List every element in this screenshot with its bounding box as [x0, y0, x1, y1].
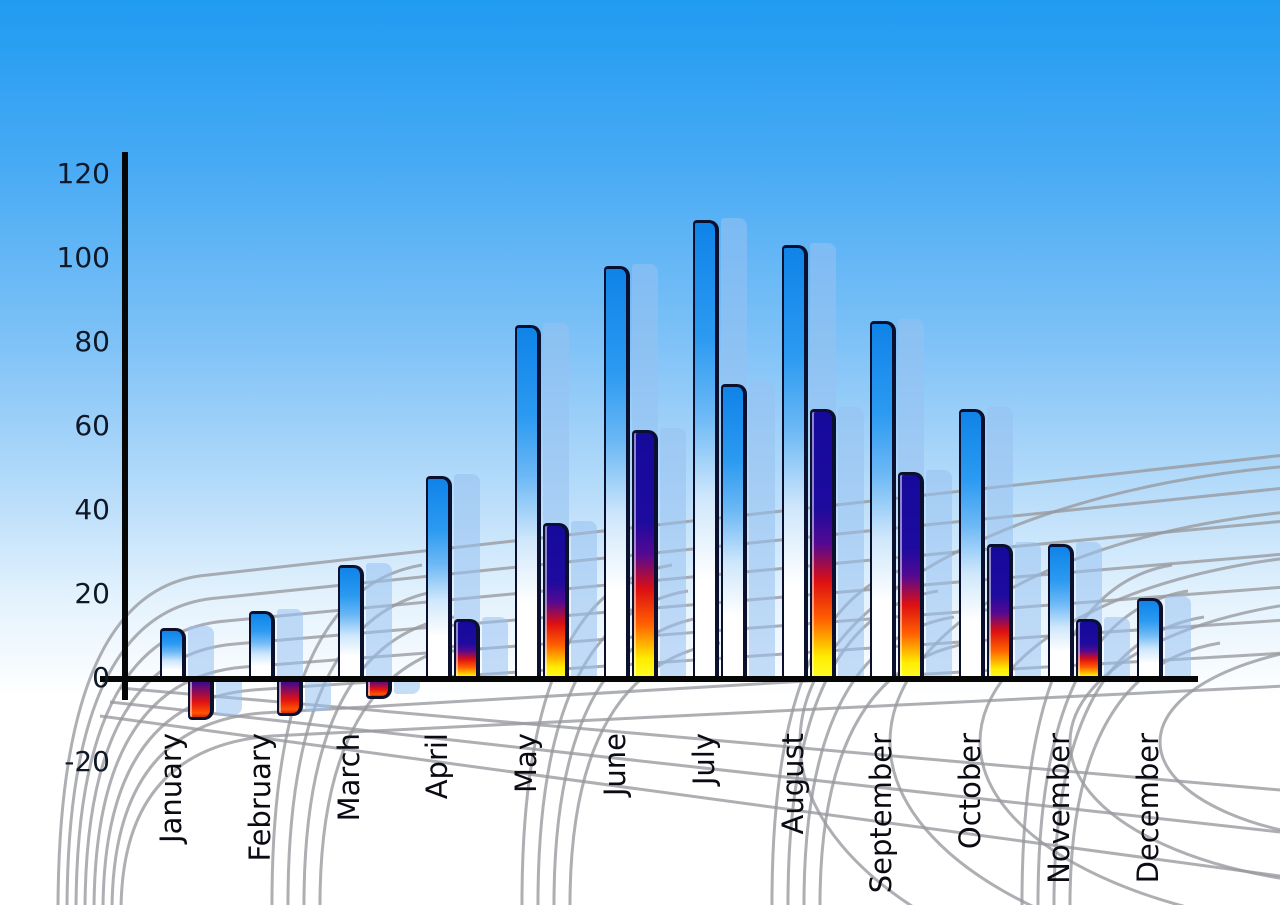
bar-blue-february — [248, 610, 275, 681]
x-tick-label-november: November — [1042, 733, 1076, 884]
bar-gradient-september — [898, 472, 925, 681]
bar-blue-january — [160, 627, 186, 681]
bar-blue-june — [604, 266, 630, 681]
bar-gradient-october — [987, 543, 1014, 681]
x-tick-label-april: April — [420, 733, 455, 800]
grid-line — [65, 487, 1280, 905]
bar-blue-november — [1048, 543, 1074, 681]
y-tick-label-120: 120 — [56, 157, 110, 190]
x-tick-label-september: September — [864, 733, 899, 894]
grid-line — [302, 615, 455, 905]
y-tick-label-40: 40 — [74, 493, 110, 526]
bar-blue-august — [781, 245, 808, 681]
grid-arc — [1068, 604, 1280, 880]
bar-blue-october — [959, 409, 986, 681]
grid-line — [99, 714, 1280, 878]
grid-line — [56, 454, 1280, 905]
grid-arc — [888, 511, 1280, 905]
x-tick-label-may: May — [509, 733, 544, 793]
bar-gradient-june — [632, 430, 658, 681]
y-tick-label-0: 0 — [92, 661, 110, 694]
y-axis-line — [122, 152, 128, 700]
bar-shadow-gradient-march — [393, 678, 420, 694]
x-tick-label-june: June — [598, 733, 632, 797]
bar-shadow-gradient-january — [216, 678, 242, 715]
bar-blue-march — [337, 564, 364, 681]
bar-shadow-gradient-september — [926, 470, 953, 681]
bar-shadow-gradient-october — [1015, 541, 1042, 681]
bar-gradient-july — [720, 384, 747, 681]
bar-shadow-gradient-august — [837, 407, 864, 681]
x-tick-label-july: July — [686, 733, 721, 786]
bar-shadow-gradient-november — [1104, 617, 1130, 681]
bar-shadow-gradient-april — [482, 617, 509, 681]
bar-gradient-may — [543, 522, 570, 681]
x-tick-label-december: December — [1130, 733, 1165, 884]
grid-arc — [1158, 652, 1280, 832]
bar-gradient-february — [276, 678, 303, 716]
bar-blue-april — [426, 476, 453, 681]
x-tick-label-march: March — [331, 733, 366, 822]
x-axis-line — [100, 676, 1198, 682]
bar-shadow-blue-february — [276, 608, 303, 681]
grid-line — [119, 684, 1280, 905]
x-tick-label-february: February — [242, 733, 277, 862]
bar-gradient-april — [454, 619, 481, 681]
x-tick-label-october: October — [953, 733, 988, 850]
bar-gradient-january — [188, 678, 214, 720]
y-tick-label-60: 60 — [74, 409, 110, 442]
bar-shadow-gradient-july — [748, 382, 775, 681]
bar-shadow-gradient-may — [571, 520, 598, 681]
x-tick-label-august: August — [775, 733, 810, 835]
bar-blue-december — [1136, 598, 1163, 681]
bar-blue-may — [515, 325, 542, 681]
grid-arc — [978, 557, 1280, 905]
bar-gradient-march — [365, 678, 392, 699]
bar-shadow-blue-march — [365, 562, 392, 681]
bar-blue-july — [692, 220, 719, 681]
bar-gradient-august — [809, 409, 836, 681]
bar-shadow-blue-january — [188, 625, 214, 681]
grid-line — [109, 700, 1280, 834]
grid-line — [74, 519, 1280, 905]
bar-blue-september — [870, 321, 897, 681]
y-tick-label-20: 20 — [74, 577, 110, 610]
grid-line — [92, 585, 1280, 905]
bar-shadow-gradient-february — [304, 678, 331, 711]
x-tick-label-january: January — [154, 733, 188, 843]
bar-shadow-blue-december — [1164, 596, 1191, 681]
y-tick-label-80: 80 — [74, 325, 110, 358]
bar-gradient-november — [1076, 619, 1102, 681]
bar-shadow-gradient-june — [660, 428, 686, 681]
grid-arc — [798, 465, 1280, 905]
y-tick-label-100: 100 — [56, 241, 110, 274]
y-tick-label--20: -20 — [64, 745, 110, 778]
